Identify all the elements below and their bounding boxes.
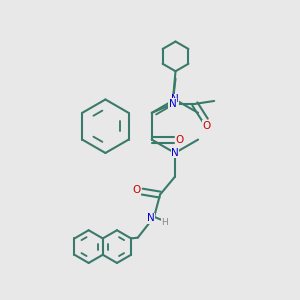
Text: O: O	[132, 185, 140, 195]
Text: N: N	[147, 213, 154, 224]
Text: N: N	[171, 148, 179, 158]
Text: O: O	[175, 135, 184, 145]
Text: N: N	[169, 99, 176, 109]
Text: H: H	[161, 218, 168, 227]
Text: N: N	[171, 94, 179, 104]
Text: O: O	[202, 121, 211, 130]
